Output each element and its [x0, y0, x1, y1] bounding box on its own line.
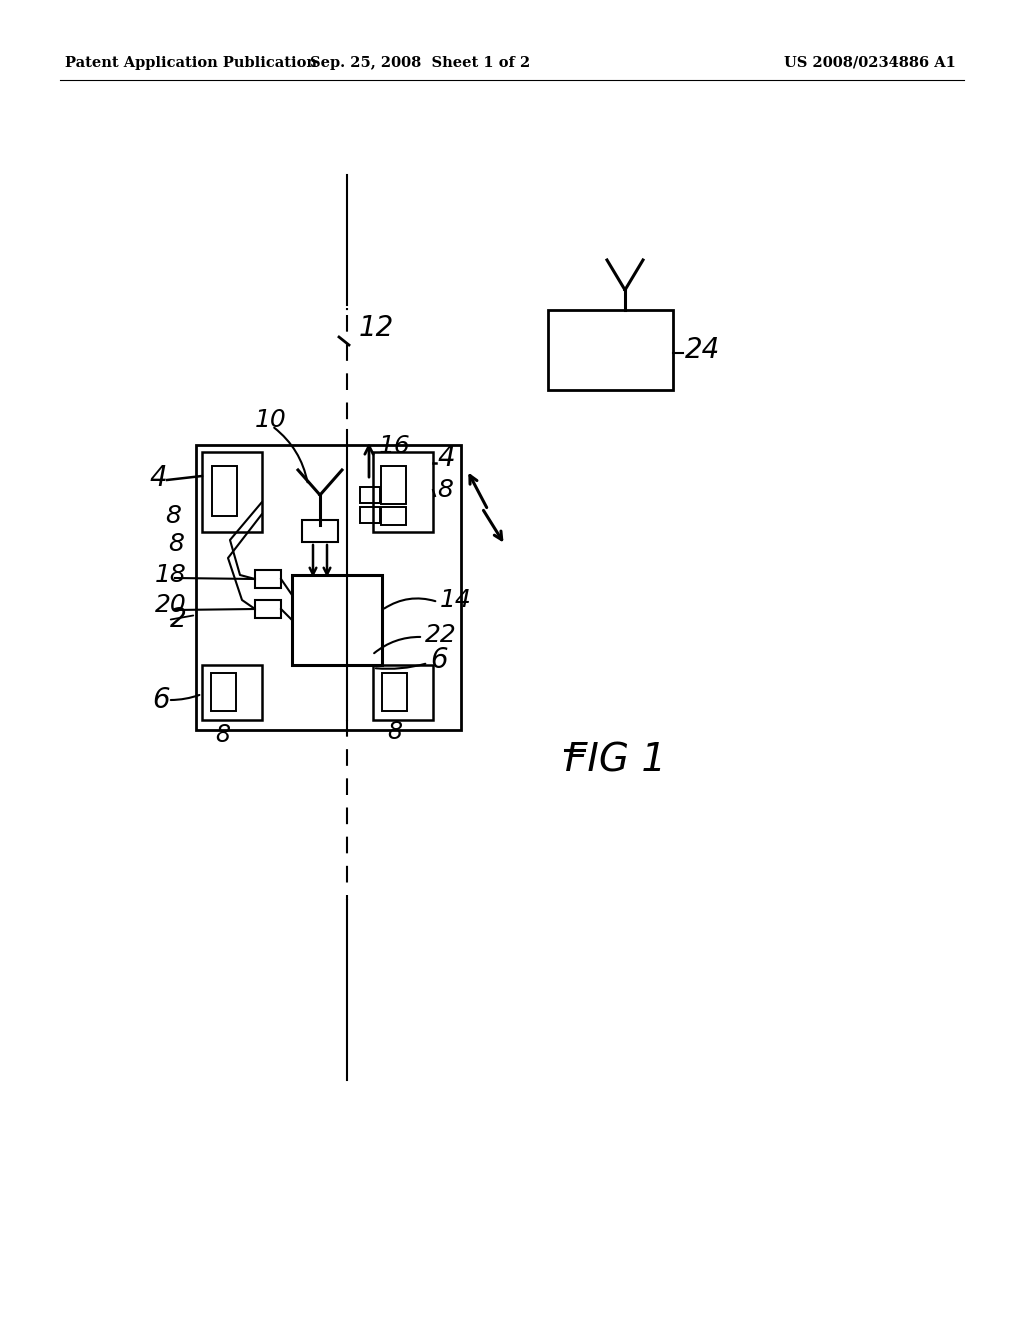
Text: US 2008/0234886 A1: US 2008/0234886 A1	[784, 55, 956, 70]
Bar	[255, 570, 281, 587]
Bar	[196, 445, 461, 730]
Bar	[381, 466, 406, 504]
Bar	[360, 487, 380, 503]
Text: 22: 22	[425, 623, 457, 647]
Bar	[212, 466, 237, 516]
Text: 8: 8	[168, 532, 184, 556]
Text: 4: 4	[437, 444, 455, 473]
Bar	[302, 520, 338, 543]
Bar	[202, 451, 262, 532]
Text: 2: 2	[170, 607, 186, 634]
Text: 6: 6	[152, 686, 170, 714]
Text: Patent Application Publication: Patent Application Publication	[65, 55, 317, 70]
Text: 10: 10	[255, 408, 287, 432]
Bar	[548, 310, 673, 389]
Bar	[211, 673, 236, 711]
Text: 6: 6	[430, 645, 447, 675]
Text: 4: 4	[150, 465, 168, 492]
Bar	[373, 665, 433, 719]
Text: 16: 16	[379, 434, 411, 458]
Text: 8: 8	[215, 723, 230, 747]
Bar	[382, 673, 407, 711]
Bar	[373, 451, 433, 532]
Text: FIG 1: FIG 1	[565, 741, 667, 779]
Text: 8: 8	[387, 719, 402, 744]
Bar	[292, 576, 382, 665]
Bar	[360, 507, 380, 523]
Text: 14: 14	[440, 587, 472, 612]
Text: 20: 20	[155, 593, 186, 616]
Text: 12: 12	[359, 314, 394, 342]
Text: 8: 8	[165, 504, 181, 528]
Bar	[202, 665, 262, 719]
Text: 24: 24	[685, 337, 720, 364]
Bar	[381, 507, 406, 525]
Text: 8: 8	[437, 478, 453, 502]
Bar	[255, 601, 281, 618]
Text: Sep. 25, 2008  Sheet 1 of 2: Sep. 25, 2008 Sheet 1 of 2	[310, 55, 530, 70]
Text: 18: 18	[155, 564, 186, 587]
